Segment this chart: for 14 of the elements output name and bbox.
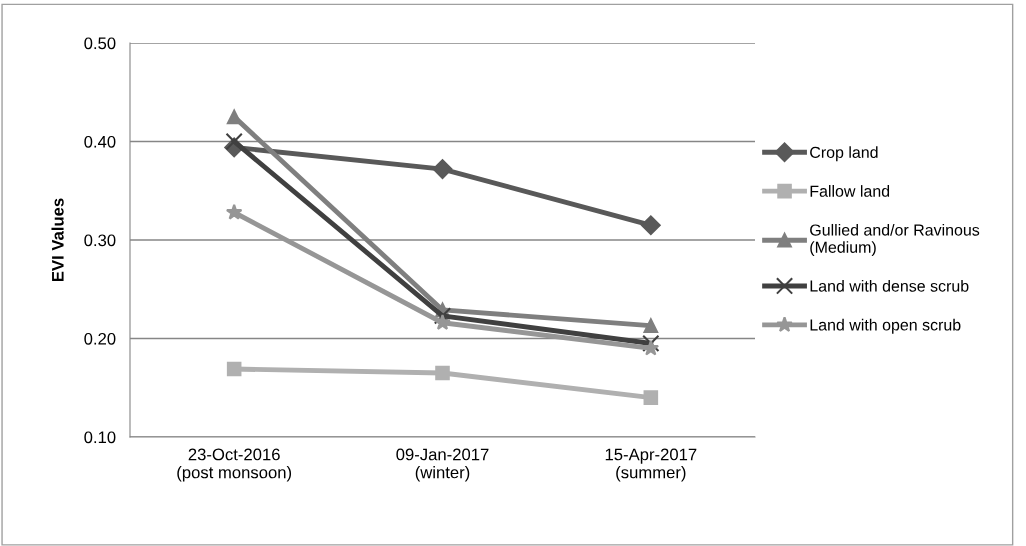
legend-label: Land with dense scrub bbox=[810, 280, 969, 292]
y-axis-title: EVI Values bbox=[51, 198, 64, 282]
legend-label: Crop land bbox=[810, 146, 878, 162]
y-tick-label: 0.50 bbox=[84, 37, 116, 50]
x-tick-label: 15-Apr-2017 (summer) bbox=[605, 448, 697, 482]
y-tick-label: 0.10 bbox=[84, 431, 116, 444]
x-tick-label: 09-Jan-2017 (winter) bbox=[396, 448, 489, 482]
y-tick-label: 0.20 bbox=[84, 332, 116, 345]
legend-label: Gullied and/or Ravinous (Medium) bbox=[810, 223, 980, 257]
y-tick-label: 0.40 bbox=[84, 135, 116, 148]
legend-label: Land with open scrub bbox=[810, 318, 961, 334]
x-tick-label: 23-Oct-2016 (post monsoon) bbox=[177, 448, 292, 482]
y-tick-label: 0.30 bbox=[84, 234, 116, 247]
legend-label: Fallow land bbox=[810, 185, 890, 197]
